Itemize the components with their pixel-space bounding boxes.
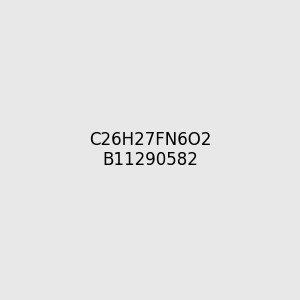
Text: C26H27FN6O2
B11290582: C26H27FN6O2 B11290582 [89,130,211,170]
